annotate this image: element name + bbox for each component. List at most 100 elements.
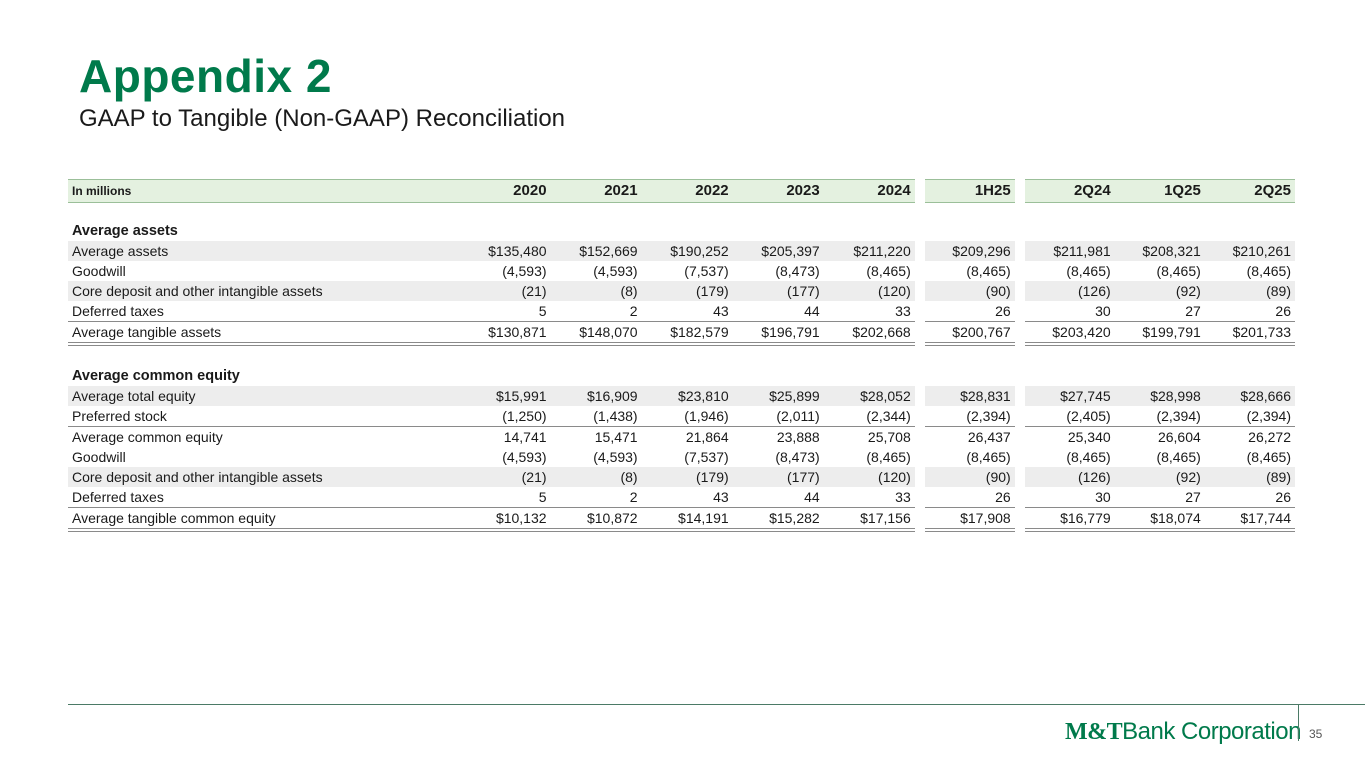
column-gap	[914, 321, 925, 346]
column-gap	[914, 507, 925, 532]
value-cell: $15,282	[732, 507, 824, 532]
value-cell: 27	[1185, 303, 1201, 319]
column-gap	[1014, 386, 1025, 406]
value-cell: $15,991	[459, 386, 551, 406]
value-cell: 26	[995, 489, 1011, 505]
section-heading: Average common equity	[72, 368, 240, 384]
column-gap	[915, 261, 925, 281]
value-cell: $17,908	[924, 507, 1015, 532]
value-cell: 5	[538, 489, 547, 505]
value-cell: (89)	[1204, 467, 1295, 487]
column-gap	[914, 426, 925, 447]
column-gap	[915, 447, 925, 467]
value-cell: (8,473)	[775, 263, 820, 279]
value-cell: (8,465)	[1246, 263, 1291, 279]
table-row: Preferred stock (1,250) (1,438) (1,946) (2,0…	[68, 406, 1295, 426]
value-cell: (21)	[459, 467, 551, 487]
value-cell: $16,909	[550, 386, 642, 406]
value-cell: (92)	[1114, 281, 1205, 301]
column-gap	[1014, 426, 1025, 447]
row-label: Average total equity	[68, 386, 460, 406]
value-cell: (120)	[823, 281, 915, 301]
value-cell: (179)	[641, 281, 733, 301]
value-cell: $10,872	[550, 507, 642, 532]
value-cell: $199,791	[1114, 321, 1205, 346]
value-cell: $201,733	[1204, 321, 1295, 346]
column-gap	[914, 281, 925, 301]
table-row: Average assets $135,480 $152,669 $190,252 $2…	[68, 241, 1295, 261]
value-cell: 26	[995, 303, 1011, 319]
table-body: Average assets Average assets $135,480 $152…	[68, 203, 1295, 532]
row-label: Goodwill	[72, 263, 126, 279]
value-cell: $182,579	[641, 321, 733, 346]
value-cell: 33	[895, 303, 911, 319]
column-header: 2Q25	[1204, 179, 1295, 203]
value-cell: 44	[804, 489, 820, 505]
unit-label: In millions	[68, 179, 460, 203]
value-cell: $27,745	[1024, 386, 1115, 406]
reconciliation-table: In millions 2020 2021 2022 2023 2024 1H2…	[68, 179, 1295, 532]
row-label: Average tangible common equity	[68, 507, 460, 532]
value-cell: (90)	[924, 467, 1015, 487]
value-cell: (179)	[641, 467, 733, 487]
column-gap	[914, 241, 925, 261]
page-subtitle: GAAP to Tangible (Non-GAAP) Reconciliati…	[79, 105, 566, 132]
value-cell: 14,741	[459, 426, 551, 447]
page-number: 35	[1309, 727, 1323, 741]
value-cell: $135,480	[459, 241, 551, 261]
table-row: Goodwill (4,593) (4,593) (7,537) (8,473) (8,4…	[68, 261, 1295, 281]
value-cell: $152,669	[550, 241, 642, 261]
value-cell: (8,465)	[1246, 449, 1291, 465]
value-cell: (1,946)	[684, 408, 729, 424]
value-cell: (8,465)	[1156, 263, 1201, 279]
company-logo: M&TBank Corporation	[1065, 718, 1301, 746]
value-cell: (126)	[1024, 467, 1115, 487]
value-cell: (2,394)	[1156, 408, 1201, 424]
value-cell: 43	[713, 489, 729, 505]
value-cell: 30	[1095, 303, 1111, 319]
value-cell: $130,871	[459, 321, 551, 346]
column-header: 2Q24	[1024, 179, 1115, 203]
value-cell: (8)	[550, 281, 642, 301]
value-cell: $190,252	[641, 241, 733, 261]
value-cell: (2,394)	[966, 408, 1011, 424]
value-cell: (4,593)	[502, 449, 547, 465]
column-header: 2023	[732, 179, 824, 203]
value-cell: $28,666	[1204, 386, 1295, 406]
value-cell: $200,767	[924, 321, 1015, 346]
value-cell: 2	[629, 303, 638, 319]
value-cell: (126)	[1024, 281, 1115, 301]
value-cell: 30	[1095, 489, 1111, 505]
row-label: Deferred taxes	[72, 489, 164, 505]
column-gap	[1015, 487, 1025, 507]
value-cell: 21,864	[641, 426, 733, 447]
column-gap	[1014, 507, 1025, 532]
column-header: 1Q25	[1114, 179, 1205, 203]
section-heading-row: Average assets	[68, 219, 1295, 241]
value-cell: 2	[629, 489, 638, 505]
column-gap	[1014, 321, 1025, 346]
value-cell: $28,998	[1114, 386, 1205, 406]
column-gap	[1015, 447, 1025, 467]
table-row: Average common equity 14,741 15,471 21,864 2…	[68, 426, 1295, 447]
value-cell: $10,132	[459, 507, 551, 532]
table-row: Average tangible assets $130,871 $148,070 $…	[68, 321, 1295, 346]
table-row: Deferred taxes 5 2 43 44 33 26 30 27 26	[68, 301, 1295, 321]
value-cell: 26,272	[1204, 426, 1295, 447]
value-cell: (90)	[924, 281, 1015, 301]
value-cell: (4,593)	[502, 263, 547, 279]
value-cell: (2,011)	[776, 408, 820, 424]
column-header: 2021	[550, 179, 642, 203]
row-label: Deferred taxes	[72, 303, 164, 319]
value-cell: $208,321	[1114, 241, 1205, 261]
value-cell: (2,405)	[1066, 408, 1111, 424]
spacer-cell	[68, 203, 1295, 219]
table-row: Average tangible common equity $10,132 $10…	[68, 507, 1295, 532]
value-cell: (8,465)	[1066, 449, 1111, 465]
row-label: Preferred stock	[72, 408, 167, 424]
value-cell: (2,394)	[1246, 408, 1291, 424]
value-cell: 26	[1275, 303, 1291, 319]
value-cell: (21)	[459, 281, 551, 301]
value-cell: (8,465)	[1066, 263, 1111, 279]
value-cell: (7,537)	[684, 263, 729, 279]
